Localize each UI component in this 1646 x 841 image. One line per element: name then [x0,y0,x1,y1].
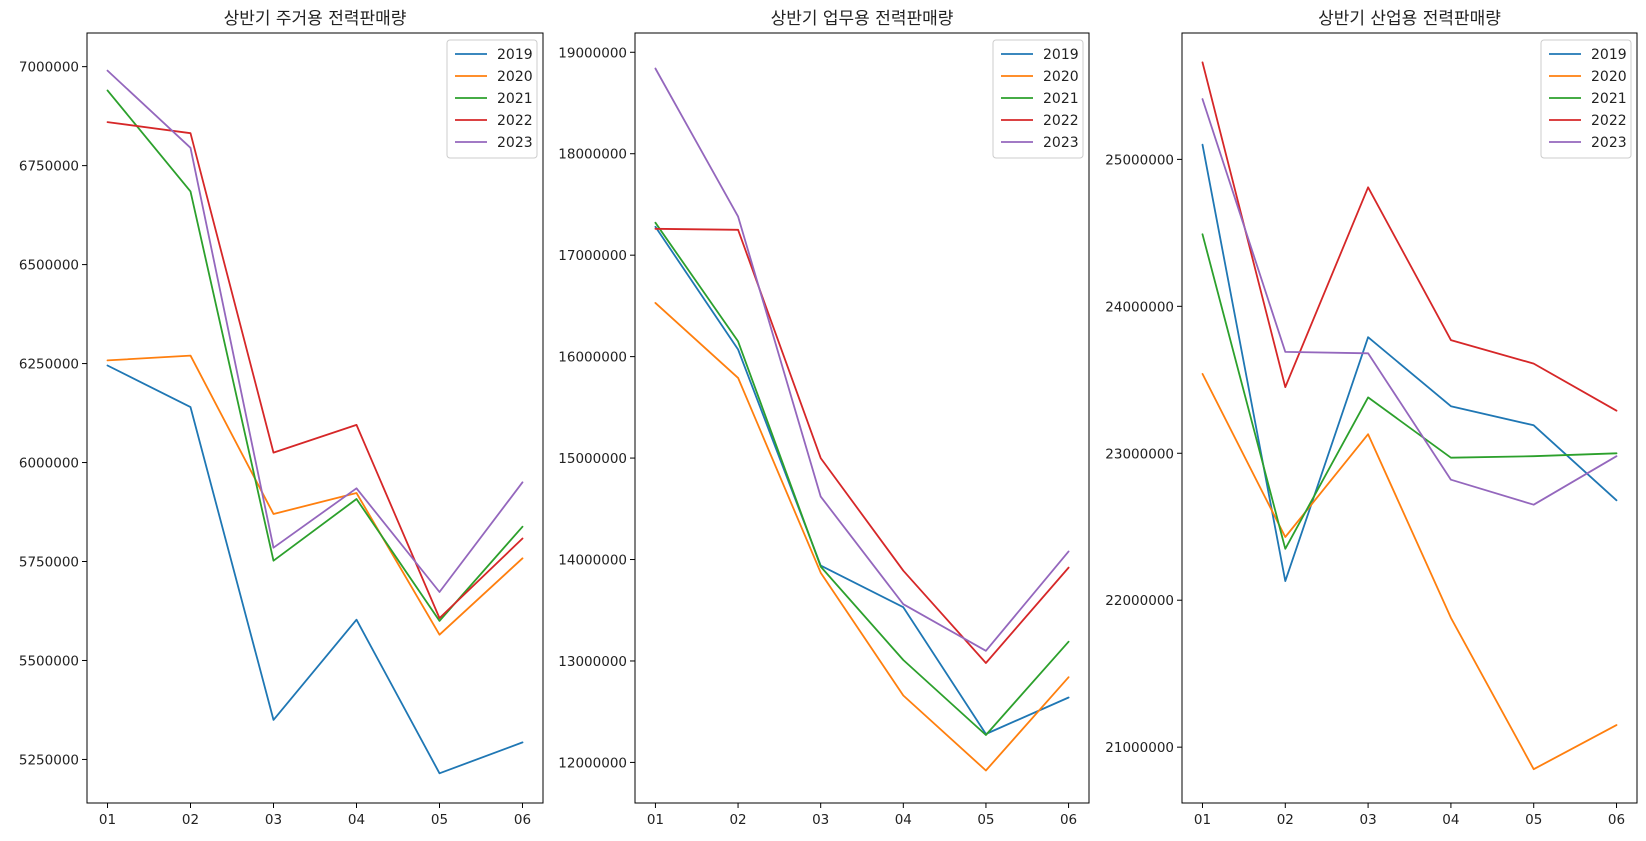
series-line-2022 [106,121,524,619]
legend: 2019 2020 2021 2022 2023 [1540,39,1632,159]
chart-panel-3: 상반기 산업용 전력판매량 01 02 03 04 05 06 21000000 2200000… [1105,9,1638,828]
x-tick-label: 04 [1442,812,1459,828]
x-tick-label: 02 [1277,812,1294,828]
legend: 2019 2020 2021 2022 2023 [992,39,1084,159]
x-tick-label: 02 [182,812,199,828]
axes-frame [634,32,1090,804]
series-line-2021 [1201,233,1618,550]
legend-label: 2023 [1043,135,1079,151]
x-tick-label: 05 [977,812,994,828]
legend-label: 2019 [1591,47,1627,63]
y-tick-label: 23000000 [1105,446,1174,462]
legend-label: 2020 [1043,69,1079,85]
x-tick-label: 03 [812,812,829,828]
y-tick-label: 24000000 [1105,299,1174,315]
series-line-2021 [654,221,1070,736]
y-tick-label: 5500000 [19,653,79,669]
y-tick-label: 18000000 [558,147,627,163]
y-tick-label: 7000000 [19,60,79,76]
chart-title: 상반기 주거용 전력판매량 [224,9,407,29]
legend-label: 2020 [1591,69,1627,85]
legend-label: 2022 [1043,113,1079,129]
y-tick-label: 19000000 [558,45,627,61]
y-tick-label: 15000000 [558,451,627,467]
legend-label: 2023 [497,135,533,151]
y-tick-label: 6250000 [19,357,79,373]
x-tick-label: 03 [1360,812,1377,828]
legend-label: 2019 [1043,47,1079,63]
series-line-2020 [106,354,524,636]
legend-label: 2019 [497,47,533,63]
legend-label: 2021 [1043,91,1079,107]
legend-label: 2022 [1591,113,1627,129]
legend-label: 2022 [497,113,533,129]
series-line-2022 [654,227,1070,664]
legend-box [992,39,1084,159]
y-tick-label: 22000000 [1105,593,1174,609]
legend-label: 2020 [497,69,533,85]
legend-label: 2021 [497,91,533,107]
x-tick-label: 06 [514,812,531,828]
y-tick-label: 6000000 [19,456,79,472]
y-tick-label: 6500000 [19,258,79,274]
y-tick-label: 14000000 [558,553,627,569]
y-tick-label: 5750000 [19,555,79,571]
y-tick-label: 12000000 [558,755,627,771]
y-tick-label: 25000000 [1105,152,1174,168]
chart-panel-1: 상반기 주거용 전력판매량 01 02 03 04 05 06 5250000 5500000 5… [19,9,544,828]
series-line-2019 [106,364,524,775]
series-line-2019 [1201,143,1618,582]
chart-panel-2: 상반기 업무용 전력판매량 01 02 03 04 05 06 12000000 1300000… [558,9,1090,828]
y-tick-label: 13000000 [558,654,627,670]
x-tick-label: 02 [729,812,746,828]
y-tick-label: 5250000 [19,752,79,768]
x-tick-label: 06 [1608,812,1625,828]
chart-title: 상반기 업무용 전력판매량 [771,9,954,29]
chart-title: 상반기 산업용 전력판매량 [1318,9,1501,29]
series-line-2020 [1201,372,1618,771]
x-tick-label: 04 [895,812,912,828]
x-tick-label: 05 [431,812,448,828]
x-tick-label: 01 [99,812,116,828]
x-tick-label: 03 [265,812,282,828]
legend-label: 2021 [1591,91,1627,107]
x-tick-label: 01 [647,812,664,828]
axes-frame [1181,32,1638,804]
legend-box [1540,39,1632,159]
legend-box [446,39,538,159]
legend-label: 2023 [1591,135,1627,151]
x-tick-label: 06 [1060,812,1077,828]
series-line-2023 [654,67,1070,652]
x-tick-label: 05 [1525,812,1542,828]
x-tick-label: 04 [348,812,365,828]
y-tick-label: 6750000 [19,159,79,175]
y-tick-label: 17000000 [558,248,627,264]
series-line-2021 [106,89,524,622]
series-line-2023 [1201,98,1618,506]
x-tick-label: 01 [1194,812,1211,828]
series-line-2020 [654,301,1070,772]
y-tick-label: 21000000 [1105,740,1174,756]
series-line-2022 [1201,61,1618,412]
series-line-2023 [106,69,524,593]
y-tick-label: 16000000 [558,350,627,366]
legend: 2019 2020 2021 2022 2023 [446,39,538,159]
series-line-2019 [654,225,1070,735]
axes-frame [86,32,544,804]
